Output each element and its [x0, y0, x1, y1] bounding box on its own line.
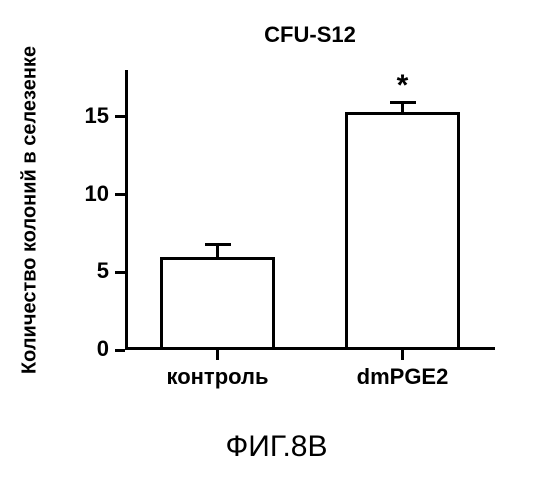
y-tick [115, 349, 125, 352]
y-tick [115, 115, 125, 118]
significance-mark: * [383, 69, 423, 103]
y-tick-label: 0 [59, 336, 109, 362]
chart-plot-area: 051015контрольdmPGE2* [125, 70, 495, 350]
y-tick [115, 193, 125, 196]
category-label: dmPGE2 [310, 364, 495, 390]
figure-root: Количество колоний в селезенке CFU-S12 0… [0, 0, 553, 500]
figure-caption: ФИГ.8В [0, 430, 553, 464]
category-label: контроль [125, 364, 310, 390]
error-bar [216, 244, 219, 256]
y-tick-label: 5 [59, 258, 109, 284]
y-tick-label: 15 [59, 103, 109, 129]
bar [160, 257, 275, 350]
error-cap [205, 243, 231, 246]
x-tick [216, 350, 219, 360]
y-tick-label: 10 [59, 181, 109, 207]
bar [345, 112, 460, 350]
y-axis [125, 70, 128, 350]
y-axis-label: Количество колоний в селезенке [19, 46, 42, 374]
y-tick [115, 271, 125, 274]
x-tick [401, 350, 404, 360]
chart-title: CFU-S12 [125, 22, 495, 48]
